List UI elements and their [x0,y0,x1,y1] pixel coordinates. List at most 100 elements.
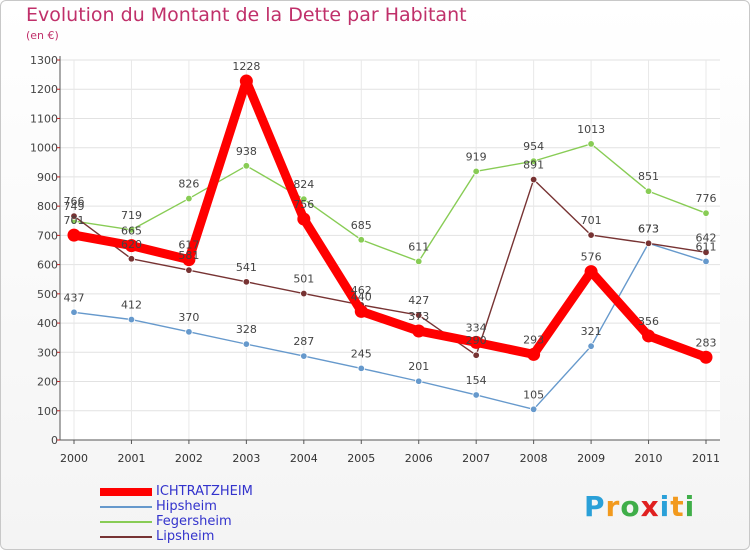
legend-swatch [100,505,152,508]
data-label: 620 [121,238,142,251]
series-line-lipsheim [73,178,707,356]
y-tick-label: 200 [37,376,58,389]
y-tick-label: 800 [37,200,58,213]
chart-legend: ICHTRATZHEIM Hipsheim Fegersheim Lipsheim [100,484,253,544]
data-point-hipsheim [300,352,308,360]
x-tick-label: 2006 [405,452,433,465]
x-tick-label: 2009 [577,452,605,465]
logo-letter: i [659,490,671,523]
data-label: 370 [178,311,199,324]
data-point-hipsheim [702,257,710,266]
data-label: 437 [64,291,85,304]
data-label: 665 [121,225,142,238]
data-point-ichtratzheim [412,324,426,338]
data-label: 826 [178,178,199,191]
data-point-lipsheim [185,266,193,274]
data-point-hipsheim [185,328,193,336]
legend-item-hipsheim: Hipsheim [100,499,253,514]
logo-letter: o [620,490,641,523]
data-label: 328 [236,323,257,336]
data-point-fegersheim [300,195,308,203]
legend-swatch [100,520,152,523]
data-label: 919 [466,150,487,163]
data-label: 611 [408,240,429,253]
data-label: 685 [351,219,372,232]
data-point-ichtratzheim [642,329,656,343]
data-point-hipsheim [242,340,251,348]
data-point-ichtratzheim [699,350,713,364]
logo-letter: i [684,490,696,523]
series-line-ichtratzheim [69,76,711,362]
data-point-lipsheim [472,351,480,359]
x-tick-label: 2007 [462,452,490,465]
data-point-lipsheim [644,239,653,247]
x-tick-label: 2011 [692,452,720,465]
legend-item-ichtratzheim: ICHTRATZHEIM [100,484,253,499]
data-point-ichtratzheim [527,347,541,361]
logo-letter: r [605,490,621,523]
data-label: 462 [351,284,372,297]
data-point-hipsheim [587,342,595,350]
data-label: 287 [293,335,314,348]
data-label: 749 [64,200,85,213]
x-tick-label: 2003 [232,452,260,465]
data-point-ichtratzheim [182,253,196,267]
x-tick-label: 2005 [347,452,375,465]
data-point-lipsheim [127,255,136,263]
chart-subtitle: (en €) [26,29,59,42]
data-label: 766 [64,195,85,208]
data-point-fegersheim [644,187,653,195]
legend-label: Lipsheim [156,529,215,544]
legend-swatch [100,535,152,538]
data-label: 776 [696,192,717,205]
data-point-hipsheim [529,405,538,414]
data-point-lipsheim [529,175,538,184]
proxiti-logo: Proxiti [584,490,695,523]
y-tick-label: 100 [37,405,58,418]
data-point-hipsheim [472,391,480,399]
data-label: 673 [638,222,659,235]
data-point-ichtratzheim [469,335,483,349]
data-label: 373 [408,310,429,323]
data-point-ichtratzheim [239,74,253,88]
data-label: 617 [178,239,199,252]
y-tick-label: 900 [37,171,58,184]
data-label: 427 [408,294,429,307]
data-point-fegersheim [242,162,251,170]
data-point-fegersheim [415,257,423,266]
series-line-hipsheim [73,242,707,411]
logo-letter: t [670,490,685,523]
data-label: 954 [523,140,544,153]
y-tick-label: 1300 [30,54,58,67]
data-point-ichtratzheim [67,228,81,242]
data-point-fegersheim [185,194,193,203]
data-point-lipsheim [242,278,251,286]
data-point-hipsheim [357,364,365,373]
data-point-hipsheim [415,377,423,385]
data-label: 673 [638,222,659,235]
data-point-lipsheim [415,311,423,319]
data-label: 334 [466,321,487,334]
legend-item-lipsheim: Lipsheim [100,529,253,544]
data-label: 501 [293,273,314,286]
x-tick-label: 2000 [60,452,88,465]
data-label: 154 [466,374,487,387]
x-tick-label: 2010 [635,452,663,465]
data-label: 701 [581,214,602,227]
data-label: 245 [351,347,372,360]
chart-title: Evolution du Montant de la Dette par Hab… [26,4,467,26]
data-label: 293 [523,333,544,346]
x-tick-label: 2004 [290,452,318,465]
data-label: 642 [696,231,717,244]
data-label: 201 [408,360,429,373]
data-point-lipsheim [300,289,308,298]
data-label: 611 [696,240,717,253]
y-tick-label: 1100 [30,112,58,125]
data-label: 824 [293,178,314,191]
data-point-fegersheim [127,226,136,234]
data-point-fegersheim [702,209,710,217]
data-point-hipsheim [70,308,78,316]
legend-label: ICHTRATZHEIM [156,484,253,499]
data-label: 283 [696,336,717,349]
data-label: 105 [523,388,544,401]
